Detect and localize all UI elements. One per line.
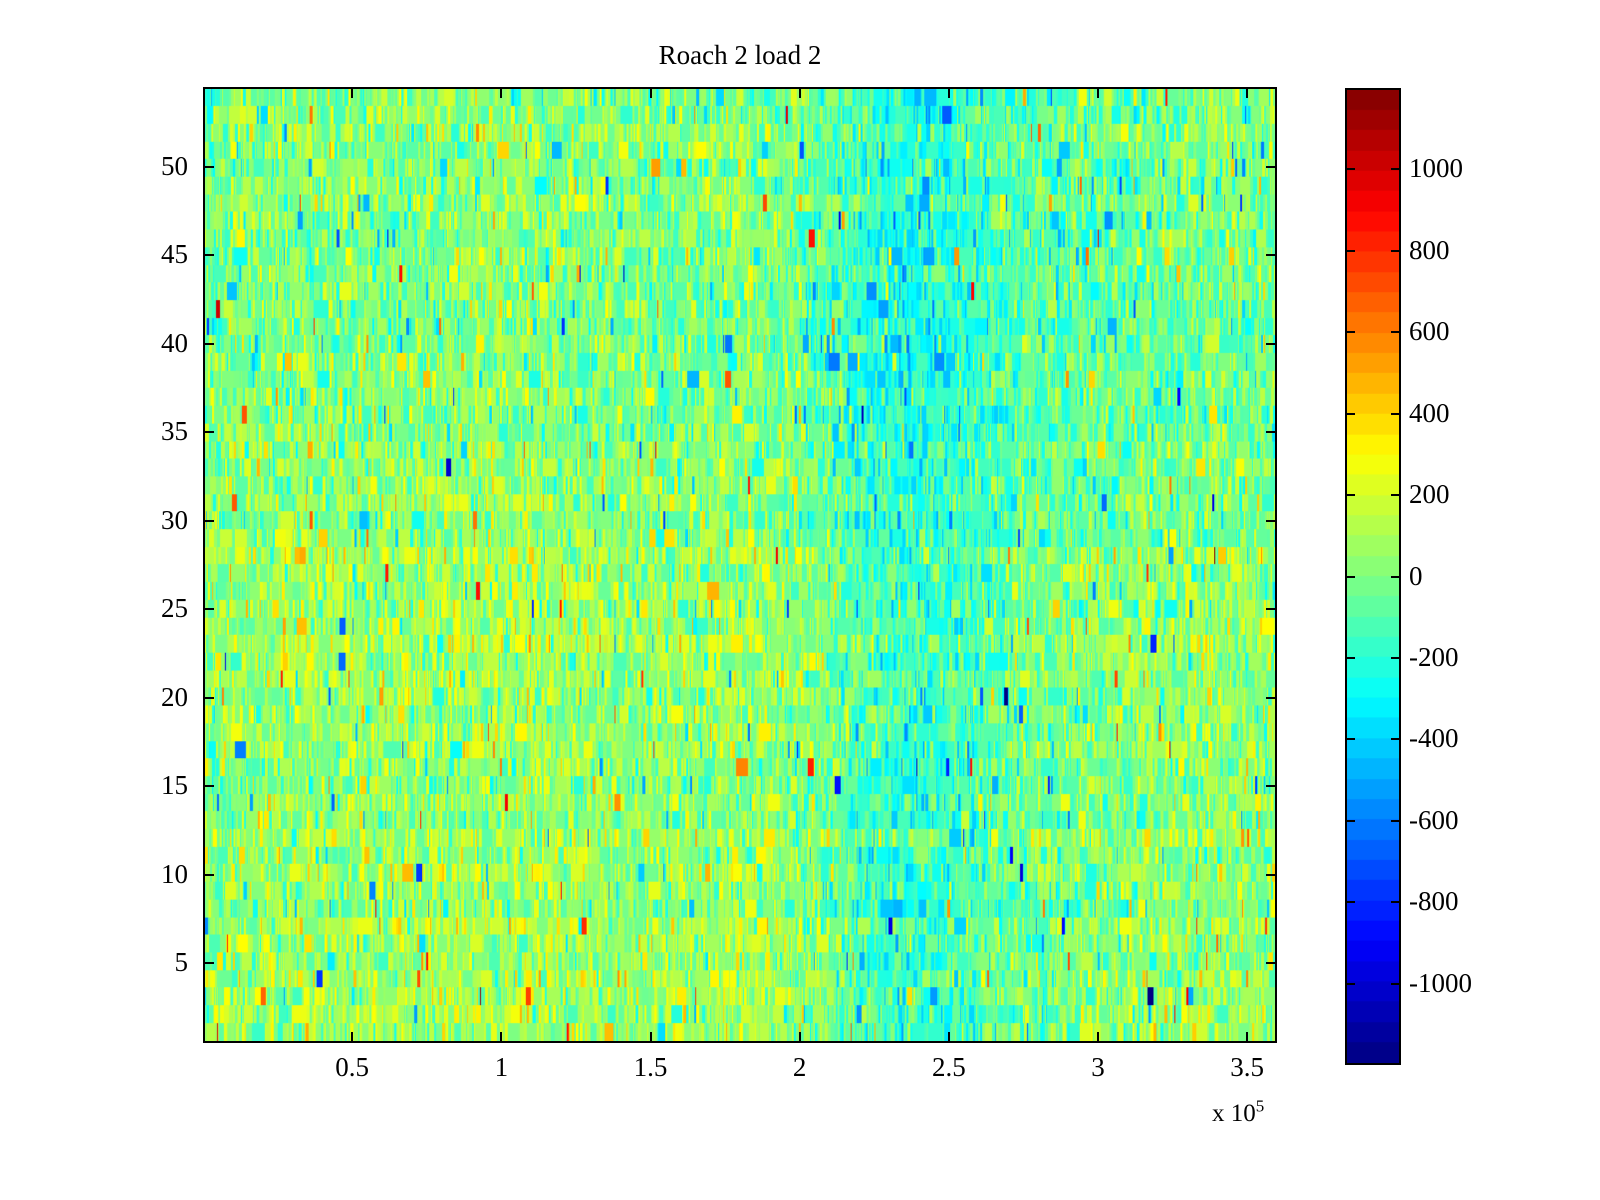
y-axis-tick-mark xyxy=(203,165,214,168)
colorbar-tick-label: 200 xyxy=(1409,479,1450,510)
y-axis-tick-mark xyxy=(203,785,214,788)
colorbar-tick-mark xyxy=(1345,982,1355,985)
chart-title: Roach 2 load 2 xyxy=(658,40,822,70)
colorbar-tick-mark xyxy=(1391,575,1401,578)
colorbar-tick-label: 800 xyxy=(1409,234,1450,265)
y-axis-tick-mark xyxy=(203,608,214,611)
y-axis-tick-mark xyxy=(203,962,214,965)
x-axis-tick-label: 3 xyxy=(1091,1052,1105,1082)
x-axis-tick-label: 2 xyxy=(792,1052,807,1082)
colorbar-tick-mark xyxy=(1345,819,1355,822)
y-axis-tick-label: 10 xyxy=(161,858,188,889)
colorbar-tick-label: -1000 xyxy=(1409,967,1472,998)
colorbar-tick-label: 0 xyxy=(1409,560,1423,591)
x-exponent-power: 5 xyxy=(1255,1096,1265,1116)
x-axis-exponent-label: x 105 xyxy=(1212,1096,1265,1128)
y-axis-tick-mark xyxy=(1266,785,1277,788)
y-axis-tick-mark xyxy=(1266,873,1277,876)
y-axis-tick-mark xyxy=(1266,519,1277,522)
colorbar-tick-mark xyxy=(1345,575,1355,578)
y-axis-tick-label: 15 xyxy=(161,770,188,801)
colorbar-gradient xyxy=(1347,90,1399,1063)
x-axis-tick-mark xyxy=(351,1032,354,1043)
x-axis-tick-mark xyxy=(947,87,950,98)
y-axis-tick-mark xyxy=(1266,254,1277,257)
y-axis-tick-mark xyxy=(1266,431,1277,434)
y-axis-tick-label: 45 xyxy=(161,239,188,270)
colorbar-tick-mark xyxy=(1345,738,1355,741)
colorbar-tick-mark xyxy=(1345,656,1355,659)
y-axis-tick-mark xyxy=(203,696,214,699)
colorbar-tick-mark xyxy=(1345,901,1355,904)
colorbar-tick-label: 400 xyxy=(1409,397,1450,428)
colorbar-tick-label: -800 xyxy=(1409,886,1459,917)
y-axis-tick-label: 20 xyxy=(161,681,188,712)
y-axis-tick-label: 30 xyxy=(161,504,188,535)
x-axis-tick-mark xyxy=(947,1032,950,1043)
y-axis-tick-mark xyxy=(203,431,214,434)
x-axis-tick-label: 1.5 xyxy=(633,1052,668,1082)
y-axis-tick-label: 5 xyxy=(174,947,189,978)
y-axis-tick-mark xyxy=(1266,608,1277,611)
x-axis-tick-mark xyxy=(798,87,801,98)
colorbar-tick-mark xyxy=(1345,249,1355,252)
x-axis-tick-label: 1 xyxy=(494,1052,509,1082)
colorbar-tick-mark xyxy=(1345,412,1355,415)
colorbar-tick-mark xyxy=(1391,168,1401,171)
y-axis-tick-mark xyxy=(1266,342,1277,345)
y-axis-tick-mark xyxy=(203,254,214,257)
y-axis-tick-mark xyxy=(1266,962,1277,965)
colorbar-tick-mark xyxy=(1391,819,1401,822)
x-axis-tick-mark xyxy=(649,87,652,98)
x-axis-tick-mark xyxy=(649,1032,652,1043)
colorbar-tick-mark xyxy=(1391,656,1401,659)
heatmap-image xyxy=(205,89,1275,1041)
colorbar-tick-mark xyxy=(1391,249,1401,252)
x-axis-tick-mark xyxy=(1246,87,1249,98)
colorbar-tick-mark xyxy=(1391,412,1401,415)
colorbar-tick-mark xyxy=(1391,738,1401,741)
x-axis-tick-label: 0.5 xyxy=(335,1052,370,1082)
x-axis-tick-mark xyxy=(798,1032,801,1043)
y-axis-tick-label: 50 xyxy=(161,150,188,181)
y-axis-tick-label: 40 xyxy=(161,327,188,358)
x-axis-tick-label: 2.5 xyxy=(931,1052,966,1082)
x-axis-tick-mark xyxy=(500,87,503,98)
y-axis-tick-mark xyxy=(1266,165,1277,168)
y-axis-tick-mark xyxy=(203,519,214,522)
y-axis-tick-label: 25 xyxy=(161,593,188,624)
colorbar-tick-mark xyxy=(1391,982,1401,985)
colorbar-tick-mark xyxy=(1345,168,1355,171)
colorbar-tick-mark xyxy=(1391,494,1401,497)
x-axis-tick-mark xyxy=(351,87,354,98)
colorbar-tick-mark xyxy=(1391,331,1401,334)
colorbar-tick-mark xyxy=(1345,331,1355,334)
x-axis-tick-mark xyxy=(1097,1032,1099,1043)
x-axis-tick-label: 3.5 xyxy=(1230,1052,1265,1082)
y-axis-tick-label: 35 xyxy=(161,416,188,447)
colorbar-tick-label: 1000 xyxy=(1409,153,1463,184)
colorbar-tick-label: -400 xyxy=(1409,723,1459,754)
colorbar-tick-label: -200 xyxy=(1409,641,1459,672)
heatmap-plot-area[interactable] xyxy=(203,87,1277,1043)
x-axis-tick-mark xyxy=(1246,1032,1249,1043)
y-axis-tick-mark xyxy=(1266,696,1277,699)
colorbar-tick-label: -600 xyxy=(1409,804,1459,835)
colorbar-tick-mark xyxy=(1391,901,1401,904)
x-axis-tick-mark xyxy=(1097,87,1099,98)
colorbar-tick-label: 600 xyxy=(1409,316,1450,347)
x-axis-tick-mark xyxy=(500,1032,503,1043)
y-axis-tick-mark xyxy=(203,342,214,345)
y-axis-tick-mark xyxy=(203,873,214,876)
colorbar-tick-mark xyxy=(1345,494,1355,497)
x-exponent-base: x 10 xyxy=(1212,1100,1256,1127)
